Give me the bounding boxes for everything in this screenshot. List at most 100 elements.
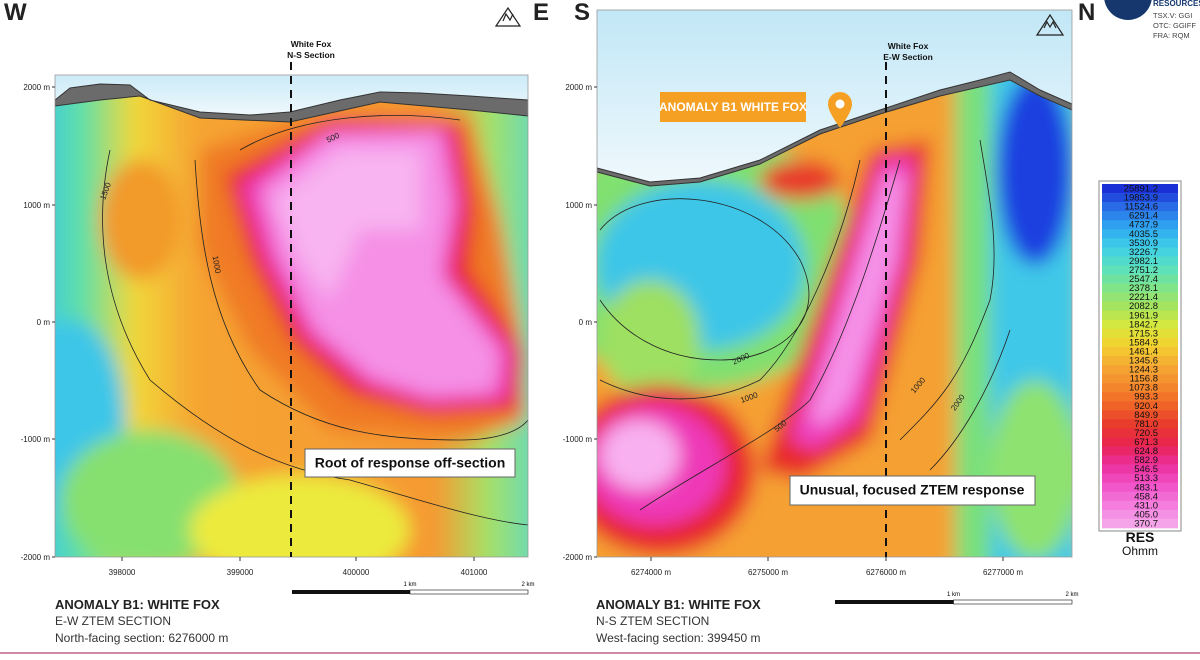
legend-swatch (1102, 383, 1178, 393)
legend-swatch (1102, 464, 1178, 474)
legend-swatch (1102, 211, 1178, 221)
legend-swatch (1102, 301, 1178, 312)
legend-label: 1461.4 (1129, 346, 1158, 357)
logo: RESOURCES TSX.V: GGI OTC: GGIFF FRA: RQM (1104, 0, 1200, 40)
legend-swatch (1102, 184, 1178, 194)
legend-swatch (1102, 247, 1178, 257)
plot-frame (596, 9, 1073, 558)
legend-label: 2982.1 (1129, 256, 1158, 267)
y-tick-label: 0 m (579, 318, 593, 327)
callout-box (304, 448, 516, 478)
legend-swatch (1102, 238, 1178, 248)
legend-label: 513.3 (1134, 473, 1158, 484)
section-label: White Fox (291, 39, 332, 49)
contour-label: 1000 (210, 255, 222, 275)
legend-label: 11524.6 (1124, 202, 1158, 213)
section-label: White Fox (888, 41, 929, 51)
legend-swatch (1102, 455, 1178, 465)
legend-swatch (1102, 265, 1178, 275)
logo-name: RESOURCES (1153, 0, 1200, 8)
legend-label: 2082.8 (1129, 301, 1158, 312)
scale-label: 1 km (403, 582, 416, 588)
x-tick-label: 6277000 m (983, 568, 1023, 577)
y-tick-label: 0 m (37, 318, 51, 327)
compass-letter: S (574, 0, 590, 26)
legend-label: 3226.7 (1129, 247, 1158, 258)
caption-detail: North-facing section: 6276000 m (55, 631, 228, 645)
legend-label: 671.3 (1134, 437, 1158, 448)
legend-swatch (1102, 310, 1178, 321)
anomaly-marker: ANOMALY B1 WHITE FOX (659, 92, 852, 128)
scale-label: 1 km (947, 592, 960, 598)
logo-listing: FRA: RQM (1153, 31, 1190, 40)
section-label: E-W Section (883, 52, 933, 62)
legend-swatch (1102, 410, 1178, 420)
y-tick-label: 2000 m (23, 83, 50, 92)
callout-box (789, 475, 1036, 506)
compass-letter: E (533, 0, 549, 26)
legend-label: 1842.7 (1129, 319, 1158, 330)
legend-swatch (1102, 202, 1178, 212)
scale-label: 2 km (521, 582, 534, 588)
legend-label: 1961.9 (1129, 310, 1158, 321)
legend-label: 2378.1 (1129, 283, 1158, 294)
legend-swatch (1102, 328, 1178, 339)
resistivity-section (55, 75, 528, 557)
caption-subtitle: E-W ZTEM SECTION (55, 614, 171, 628)
legend-label: 405.0 (1134, 509, 1158, 520)
callout: Root of response off-section (315, 455, 506, 471)
legend-swatch (1102, 518, 1178, 529)
legend-label: 849.9 (1134, 410, 1158, 421)
marker-label: ANOMALY B1 WHITE FOX (659, 100, 807, 114)
y-tick-label: -1000 m (563, 435, 593, 444)
legend-swatch (1102, 473, 1178, 484)
legend-swatch (1102, 292, 1178, 302)
legend-label: 920.4 (1134, 401, 1158, 412)
legend-label: 1715.3 (1129, 328, 1158, 339)
scale-bar (409, 589, 529, 595)
y-tick-label: -1000 m (21, 435, 51, 444)
legend-label: 720.5 (1134, 428, 1158, 439)
legend-label: 781.0 (1134, 419, 1158, 430)
callout: Unusual, focused ZTEM response (800, 482, 1025, 498)
legend-swatch (1102, 229, 1178, 239)
legend-swatch (1102, 365, 1178, 375)
caption-detail: West-facing section: 399450 m (596, 631, 761, 645)
legend-label: 2221.4 (1129, 292, 1158, 303)
legend-label: 993.3 (1134, 392, 1158, 403)
legend-label: 4035.5 (1129, 229, 1158, 240)
scale-label: 2 km (1065, 592, 1078, 598)
y-tick-label: -2000 m (21, 553, 51, 562)
legend-label: 4737.9 (1129, 220, 1158, 231)
legend-label: 19853.9 (1124, 193, 1158, 204)
legend-label: 546.5 (1134, 464, 1158, 475)
legend-label: 431.0 (1134, 500, 1158, 511)
x-tick-label: 399000 (227, 568, 254, 577)
legend-swatch (1102, 401, 1178, 411)
logo-listing: TSX.V: GGI (1153, 11, 1192, 20)
legend-swatch (1102, 446, 1178, 456)
legend-swatch (1102, 319, 1178, 330)
legend-label: 1584.9 (1129, 337, 1158, 348)
logo-listing: OTC: GGIFF (1153, 21, 1196, 30)
legend-label: 3530.9 (1129, 238, 1158, 249)
legend-label: 624.8 (1134, 446, 1158, 457)
legend-label: 25891.2 (1124, 184, 1158, 195)
scale-bar (953, 599, 1073, 605)
legend-swatch (1102, 482, 1178, 493)
legend-label: 1156.8 (1130, 374, 1158, 385)
legend-label: 1244.3 (1129, 365, 1158, 376)
legend-label: 483.1 (1134, 482, 1158, 493)
north-arrow (494, 6, 1065, 36)
legend-label: 582.9 (1134, 455, 1158, 466)
legend-swatch (1102, 346, 1178, 357)
legend-swatch (1102, 491, 1178, 502)
x-tick-label: 6276000 m (866, 568, 906, 577)
legend-swatch (1102, 374, 1178, 384)
scale-bar (835, 600, 954, 604)
legend-label: 1345.6 (1129, 356, 1158, 367)
y-tick-label: -2000 m (563, 553, 593, 562)
y-tick-label: 1000 m (565, 201, 592, 210)
legend-label: 370.7 (1134, 518, 1158, 529)
